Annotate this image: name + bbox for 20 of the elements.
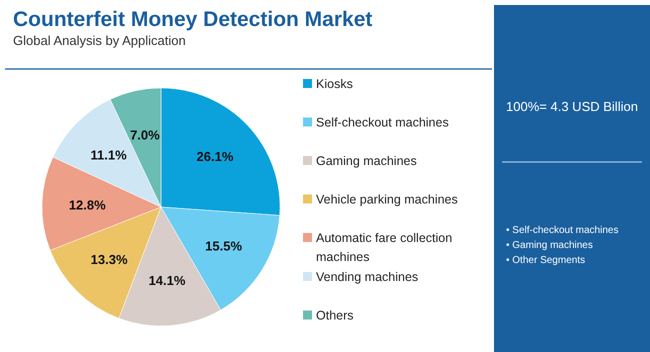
legend-label: Vending machines xyxy=(316,270,418,284)
text: 100%= 4.3 USD Billion xyxy=(506,99,638,114)
text: • Gaming machines xyxy=(506,240,593,251)
chart-subtitle: Global Analysis by Application xyxy=(13,33,186,48)
data-label: 11.1% xyxy=(90,148,128,163)
legend-label: Others xyxy=(316,308,354,322)
legend-label: Kiosks xyxy=(316,77,353,91)
legend-label: Automatic fare collection machines xyxy=(316,231,452,264)
data-label: 26.1% xyxy=(196,149,234,164)
data-label: 14.1% xyxy=(148,273,186,288)
legend-label: Self-checkout machines xyxy=(316,116,449,130)
data-label: 15.5% xyxy=(205,238,242,254)
data-label: 7.0% xyxy=(130,128,160,142)
legend-label: Gaming machines xyxy=(316,154,417,168)
data-label: 13.3% xyxy=(90,252,128,267)
data-label: 12.8% xyxy=(68,197,106,212)
chart-title: Counterfeit Money Detection Market xyxy=(13,8,372,31)
text: • Other Segments xyxy=(506,255,586,266)
text: • Self-checkout machines xyxy=(506,225,618,236)
legend-label: Vehicle parking machines xyxy=(316,192,458,206)
